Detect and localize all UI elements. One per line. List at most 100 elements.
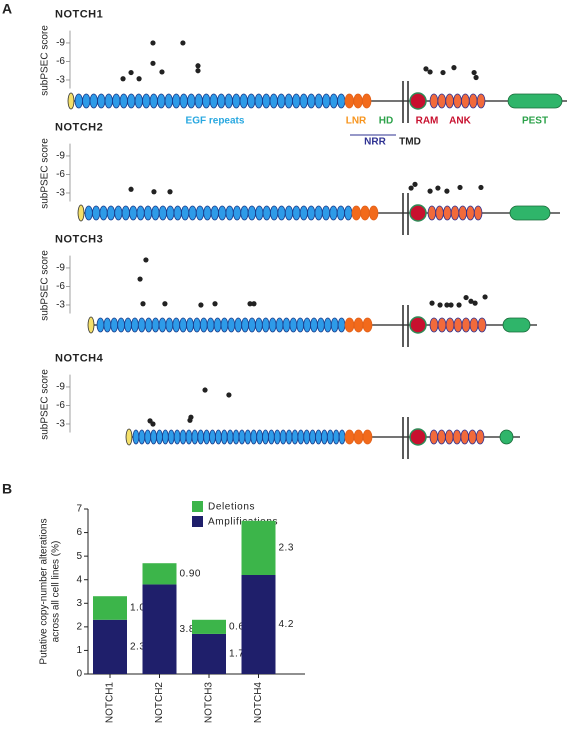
egf-repeat [165,317,174,333]
egf-repeat [227,317,236,333]
egf-repeat [164,93,173,109]
egf-repeat [206,317,215,333]
data-label: 3.8 [180,624,195,635]
egf-repeat [144,317,153,333]
egf-repeat [322,93,331,109]
ram-domain [409,92,427,110]
ank-repeat [476,93,486,109]
bar-segment [192,633,226,674]
legend-swatch [192,501,203,512]
data-point [444,302,450,308]
chart-title: NOTCH3 [55,233,103,245]
egf-repeat [131,317,139,333]
egf-repeat [273,429,281,445]
y-tick-label: -9 [56,38,65,49]
egf-repeat [121,205,130,221]
bar-segment [241,575,276,674]
egf-repeat [296,317,305,333]
egf-repeat [256,429,263,445]
lnr-repeat [353,93,363,109]
egf-repeat [314,205,323,221]
ank-repeat [427,205,437,221]
domain-label: EGF repeats [186,116,245,127]
egf-repeat [217,93,226,109]
y-tick-label: -6 [56,400,65,411]
egf-repeat [337,317,346,333]
egf-repeat [134,93,143,109]
egf-repeat [150,429,157,445]
egf-repeat [84,205,93,221]
data-point [128,186,134,192]
ank-repeat [461,317,471,333]
egf-repeat [213,317,222,333]
data-point [437,302,443,308]
data-point [226,392,232,398]
y-axis-label: subPSEC score [40,250,51,321]
data-point [451,65,457,71]
egf-repeat [329,205,338,221]
egf-repeat [344,205,353,221]
lnr-repeat [344,429,355,445]
chart-title: NOTCH1 [55,8,103,20]
bar-segment [142,563,177,585]
data-point [136,76,142,82]
egf-repeat [315,429,322,445]
egf-repeat [247,205,256,221]
data-point [440,69,446,76]
egf-repeat [136,205,145,221]
ank-repeat [453,93,462,109]
y-tick-label: 4 [76,574,82,585]
egf-repeat [158,205,167,221]
egf-repeat [127,93,136,109]
data-point [188,414,194,420]
egf-repeat [317,317,325,333]
egf-repeat [187,93,196,109]
lnr-repeat [353,317,364,333]
data-point [128,69,134,76]
data-point [150,60,156,66]
data-point [143,257,149,263]
egf-repeat [96,317,105,333]
egf-repeat [124,317,132,333]
egf-repeat [268,317,277,333]
y-tick-label: -6 [56,169,65,180]
egf-repeat [112,93,121,109]
egf-repeat [292,205,301,221]
egf-repeat [329,93,338,109]
egf-repeat [143,205,153,221]
ank-repeat [435,205,444,221]
egf-repeat [99,205,108,221]
egf-repeat [291,429,299,445]
egf-repeat [97,93,106,109]
egf-repeat [268,429,275,445]
egf-repeat [262,429,269,445]
egf-repeat [303,429,311,445]
lnr-repeat [362,429,373,445]
egf-repeat [262,205,271,221]
egf-repeat [270,205,279,221]
egf-repeat [224,93,233,109]
egf-repeat [292,93,301,109]
ank-repeat [445,429,454,445]
data-point [150,421,156,427]
egf-repeat [179,317,187,333]
pest-domain [509,205,551,221]
data-point [473,74,479,81]
egf-repeat [157,93,166,109]
ram-domain [409,204,427,222]
lnr-repeat [344,317,355,333]
egf-repeat [234,317,243,333]
data-point [180,40,186,46]
data-point [482,294,488,300]
y-tick-label: 2 [76,621,82,632]
data-label: 2.3 [130,642,145,653]
domain-label: RAM [416,116,439,127]
egf-repeat [220,317,229,333]
lnr-repeat [344,93,355,109]
ank-repeat [461,93,470,109]
egf-repeat [269,93,278,109]
ank-repeat [468,429,477,445]
egf-repeat [203,205,212,221]
ank-repeat [473,205,483,221]
